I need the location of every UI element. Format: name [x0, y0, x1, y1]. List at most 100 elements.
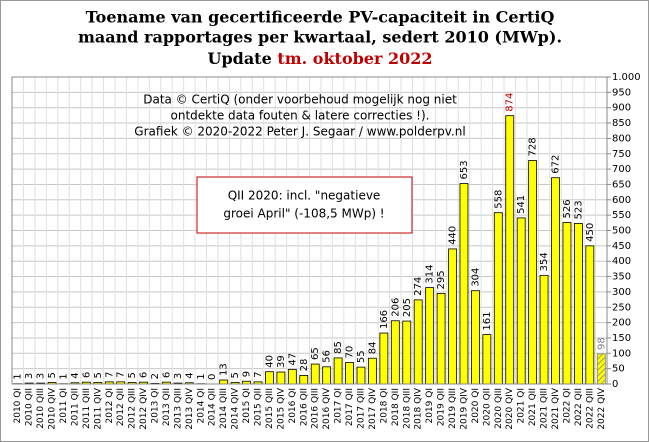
x-tick-label: 2015 QII — [254, 388, 264, 426]
value-label: 3 — [24, 373, 35, 379]
value-label: 47 — [287, 353, 298, 366]
bar — [425, 287, 435, 385]
value-label: 7 — [116, 371, 127, 377]
x-tick-label: 2017 QIV — [368, 387, 378, 430]
bar — [562, 222, 572, 385]
value-label: 0 — [207, 374, 218, 380]
x-tick-label: 2022 QIV — [597, 387, 607, 430]
chart-title: maand rapportages per kwartaal, sedert 2… — [78, 28, 562, 47]
bar — [516, 217, 526, 385]
value-label: 9 — [242, 371, 253, 377]
x-tick-label: 2011 QIII — [82, 388, 92, 429]
x-tick-label: 2021 QII — [528, 388, 538, 426]
x-tick-label: 2010 QIV — [48, 387, 58, 430]
annotation-box-text: groei April" (-108,5 MWp) ! — [223, 207, 384, 221]
x-tick-label: 2019 QIII — [448, 388, 458, 429]
x-tick-label: 2014 QI — [196, 388, 206, 424]
bar — [310, 363, 320, 385]
annotation: Data © CertiQ (onder voorbehoud mogelijk… — [143, 93, 457, 107]
x-tick-label: 2020 QI — [471, 388, 481, 424]
bar — [356, 366, 366, 385]
value-label: 3 — [36, 373, 47, 379]
bar — [402, 320, 412, 385]
value-label: 85 — [333, 341, 344, 354]
y-tick-label: 350 — [612, 272, 631, 283]
value-label: 6 — [161, 372, 172, 378]
y-tick-label: 1.000 — [612, 72, 641, 83]
value-label: 541 — [516, 195, 527, 214]
y-tick-label: 950 — [612, 87, 631, 98]
bar — [596, 353, 606, 385]
annotation: ontdekte data fouten & latere correcties… — [171, 109, 430, 123]
bar — [287, 369, 297, 385]
annotation-box-text: QII 2020: incl. "negatieve — [228, 189, 381, 203]
y-tick-label: 100 — [612, 348, 631, 359]
value-label: 295 — [436, 270, 447, 289]
value-label: 7 — [253, 371, 264, 377]
bar — [551, 177, 560, 385]
value-label: 56 — [322, 350, 333, 363]
annotation-box — [196, 176, 413, 234]
x-tick-label: 2022 QI — [562, 388, 572, 424]
bar — [299, 375, 309, 385]
value-label: 314 — [425, 265, 436, 284]
bar — [413, 299, 423, 385]
value-label: 304 — [470, 268, 481, 287]
y-tick-label: 400 — [612, 256, 631, 267]
value-label: 5 — [93, 372, 104, 378]
x-tick-label: 2015 QIII — [265, 388, 275, 429]
x-tick-label: 2021 QIV — [551, 387, 561, 430]
y-tick-label: 650 — [612, 179, 631, 190]
y-tick-label: 200 — [612, 318, 631, 329]
value-label: 526 — [562, 199, 573, 218]
value-label: 7 — [104, 371, 115, 377]
value-label: 65 — [310, 347, 321, 360]
x-tick-label: 2014 QIII — [219, 388, 229, 429]
value-label: 6 — [139, 372, 150, 378]
value-label: 653 — [459, 160, 470, 179]
value-label: 354 — [539, 252, 550, 271]
x-tick-label: 2013 QIII — [173, 388, 183, 429]
x-tick-label: 2012 QI — [105, 388, 115, 424]
bar — [345, 362, 354, 385]
x-tick-label: 2012 QII — [116, 388, 126, 426]
value-label: 5 — [47, 372, 58, 378]
x-tick-label: 2016 QI — [288, 388, 298, 424]
value-label: 4 — [70, 372, 81, 378]
x-tick-label: 2016 QIV — [322, 387, 332, 430]
x-tick-label: 2018 QIII — [402, 388, 412, 429]
bar — [390, 320, 400, 385]
bar — [528, 160, 538, 385]
value-label: 98 — [596, 337, 607, 350]
bar — [322, 366, 332, 385]
value-label: 672 — [551, 155, 562, 174]
value-label: 205 — [402, 298, 413, 317]
value-label: 558 — [493, 190, 504, 209]
y-tick-label: 750 — [612, 149, 631, 160]
x-tick-label: 2020 QIV — [505, 387, 515, 430]
x-tick-label: 2010 QII — [25, 388, 35, 426]
x-tick-label: 2021 QIII — [540, 388, 550, 429]
value-label: 2 — [150, 373, 161, 379]
bar — [436, 293, 446, 385]
value-label: 450 — [585, 223, 596, 242]
bar — [379, 332, 389, 385]
value-label: 13 — [219, 363, 230, 376]
y-tick-label: 700 — [612, 164, 631, 175]
x-tick-label: 2017 QI — [334, 388, 344, 424]
x-tick-label: 2022 QIII — [585, 388, 595, 429]
value-label: 3 — [173, 373, 184, 379]
value-label: 206 — [390, 298, 401, 317]
x-tick-label: 2012 QIII — [128, 388, 138, 429]
chart-subtitle: Update tm. oktober 2022 — [207, 49, 432, 68]
bar — [219, 379, 229, 385]
chart-title: Toename van gecertificeerde PV-capacitei… — [86, 8, 555, 27]
bar — [265, 371, 274, 385]
annotation: Grafiek © 2020-2022 Peter J. Segaar / ww… — [134, 125, 465, 139]
value-label: 39 — [276, 355, 287, 368]
value-label: 70 — [345, 346, 356, 359]
bar — [585, 245, 595, 385]
x-tick-label: 2011 QI — [59, 388, 69, 424]
value-label: 5 — [127, 372, 138, 378]
